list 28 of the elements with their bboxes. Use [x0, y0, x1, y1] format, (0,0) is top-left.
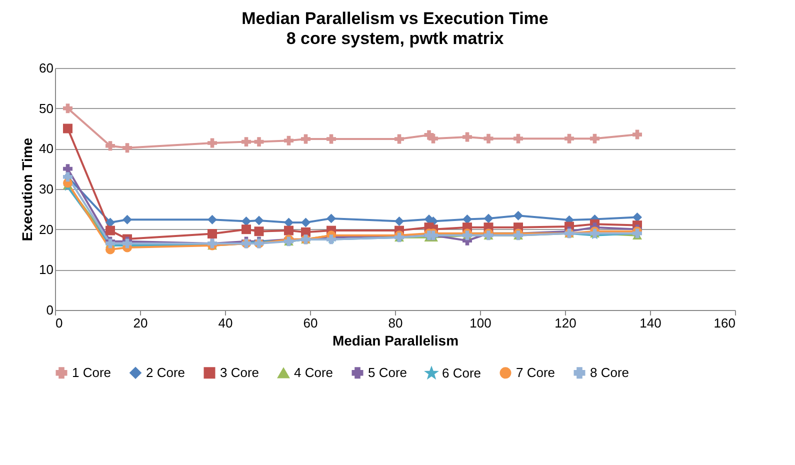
x-tick-label: 40 — [218, 316, 233, 330]
y-axis-title: Execution Time — [19, 138, 36, 242]
x-axis-title: Median Parallelism — [332, 332, 459, 348]
y-tick-label: 30 — [39, 182, 54, 196]
legend-label: 1 Core — [72, 364, 112, 380]
chart-subtitle: 8 core system, pwtk matrix — [286, 29, 504, 48]
legend-label: 6 Core — [442, 365, 482, 380]
legend-label: 8 Core — [590, 364, 630, 380]
legend-label: 3 Core — [220, 364, 260, 380]
legend-label: 5 Core — [368, 364, 408, 380]
x-tick-label: 20 — [133, 316, 148, 330]
legend-label: 2 Core — [146, 364, 186, 380]
legend-label: 4 Core — [294, 365, 334, 380]
x-tick-label: 140 — [640, 316, 662, 330]
y-tick-label: 0 — [46, 302, 54, 318]
x-tick-label: 160 — [714, 316, 736, 330]
x-tick-label: 0 — [56, 316, 63, 330]
x-tick-label: 60 — [303, 316, 318, 330]
x-tick-label: 80 — [388, 316, 403, 330]
y-tick-label: 40 — [39, 141, 54, 156]
x-tick-label: 100 — [470, 316, 492, 330]
chart-title: Median Parallelism vs Execution Time — [242, 9, 548, 28]
legend-label: 7 Core — [516, 364, 556, 380]
y-tick-label: 20 — [39, 222, 54, 237]
y-tick-label: 60 — [39, 60, 54, 76]
x-tick-label: 120 — [554, 316, 576, 330]
y-tick-label: 50 — [39, 100, 54, 116]
y-tick-label: 10 — [39, 262, 54, 278]
